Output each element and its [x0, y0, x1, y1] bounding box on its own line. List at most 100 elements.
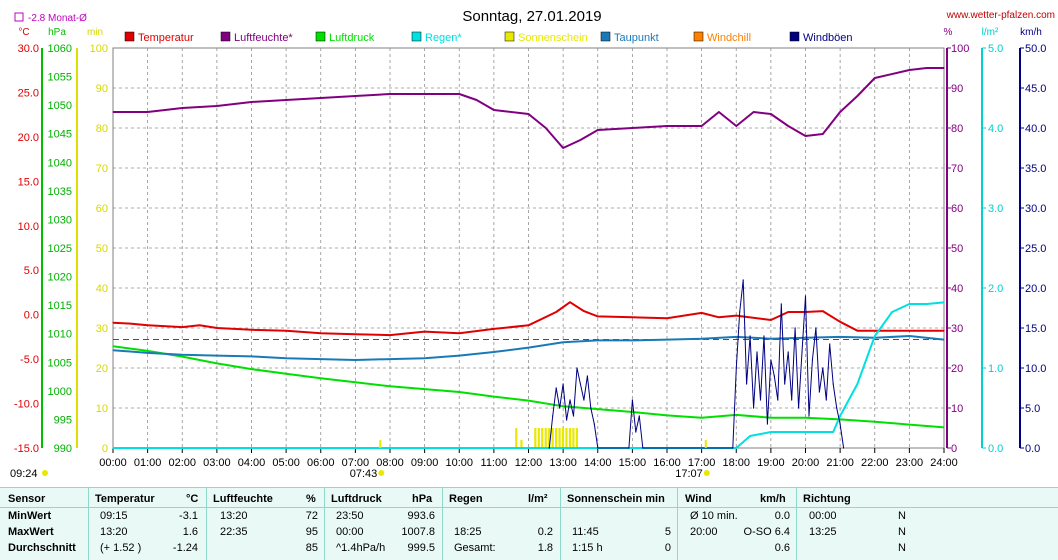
series-point — [735, 125, 737, 127]
stats-cell-wind-val: 0.0 — [774, 510, 790, 522]
x-tick: 24:00 — [930, 457, 958, 469]
stats-cell-label: MaxWert — [8, 526, 54, 538]
legend-label: Sonnenschein — [518, 32, 588, 44]
x-tick: 21:00 — [826, 457, 854, 469]
stats-cell-hum-val: 85 — [305, 542, 318, 554]
series-point — [129, 322, 131, 325]
month-avg-icon — [14, 12, 24, 22]
minutes-axis-tick: 60 — [96, 203, 108, 215]
series-point — [749, 335, 751, 337]
hdr-direction: Richtung — [803, 493, 851, 505]
pressure-axis-tick: 1055 — [48, 72, 72, 84]
series-point — [527, 324, 530, 326]
series-point — [424, 93, 426, 95]
series-point — [666, 125, 668, 127]
wind-axis-tick: 35.0 — [1025, 163, 1046, 175]
series-point — [458, 332, 460, 334]
unit-minutes: min — [87, 27, 103, 38]
stats-cell-wind-time: Ø 10 min. — [690, 510, 738, 522]
legend-label: Luftfeuchte* — [234, 32, 293, 44]
series-point — [590, 407, 592, 409]
stats-cell-press-val: 999.5 — [407, 542, 435, 554]
series-point — [548, 447, 550, 449]
series-point — [583, 310, 585, 312]
minutes-axis-tick: 40 — [96, 283, 108, 295]
humidity-axis-tick: 40 — [951, 283, 963, 295]
humidity-axis-tick: 50 — [951, 243, 963, 255]
series-point — [839, 321, 841, 323]
stats-cell-sun-time: 1:15 h — [572, 542, 603, 554]
series-point — [943, 330, 945, 332]
series-point — [908, 69, 910, 71]
temp-axis-tick: -10.0 — [14, 399, 39, 411]
x-tick: 22:00 — [861, 457, 889, 469]
x-tick: 04:00 — [238, 457, 266, 469]
humidity-axis-tick: 60 — [951, 203, 963, 215]
pressure-axis-tick: 1050 — [48, 100, 72, 112]
series-point — [701, 312, 703, 314]
series-point — [555, 387, 557, 389]
x-tick: 03:00 — [203, 457, 231, 469]
series-point — [811, 359, 814, 361]
series-point — [493, 351, 495, 353]
series-point — [943, 301, 945, 303]
legend-label: Windböen — [803, 32, 853, 44]
series-point — [943, 338, 945, 341]
series-point — [829, 343, 831, 345]
x-tick: 00:00 — [99, 457, 127, 469]
series-point — [908, 423, 910, 426]
series-point — [320, 97, 322, 99]
minutes-axis-tick: 90 — [96, 83, 108, 95]
website-link[interactable]: www.wetter-pfalzen.com — [946, 10, 1055, 21]
series-point — [735, 314, 737, 317]
series-point — [770, 431, 772, 433]
series-point — [842, 447, 845, 449]
x-tick: 23:00 — [896, 457, 924, 469]
series-point — [631, 411, 633, 413]
series-point — [839, 111, 841, 113]
series-point — [250, 329, 253, 331]
series-point — [631, 127, 633, 129]
series-point — [756, 351, 758, 353]
series-point — [642, 447, 644, 449]
stats-cell-wind-val: 0.6 — [774, 542, 790, 554]
series-point — [908, 335, 910, 337]
x-tick: 01:00 — [134, 457, 162, 469]
x-tick: 08:00 — [376, 457, 404, 469]
rain-axis-tick: 0.0 — [988, 443, 1003, 455]
x-tick: 06:00 — [307, 457, 335, 469]
stats-cell-sun-val: 0 — [664, 542, 671, 554]
series-point — [839, 415, 841, 417]
series-point — [147, 111, 149, 113]
legend-label: Windchill — [707, 32, 751, 44]
x-tick: 13:00 — [549, 457, 577, 469]
series-point — [780, 303, 782, 305]
rain-axis-tick: 3.0 — [988, 203, 1003, 215]
series-point — [216, 327, 218, 329]
series-point — [112, 447, 114, 449]
series-point — [147, 352, 149, 354]
stats-cell-sun-val: 5 — [664, 526, 671, 538]
series-point — [701, 338, 703, 340]
series-point — [285, 357, 287, 359]
stats-table: Sensor Temperatur °C Luftfeuchte % Luftd… — [0, 487, 1058, 560]
series-point — [908, 303, 910, 305]
sunshine-bar — [515, 428, 518, 448]
series-point — [801, 351, 803, 353]
x-tick: 16:00 — [653, 457, 681, 469]
series-point — [320, 377, 322, 379]
series-point — [804, 431, 807, 433]
series-point — [874, 77, 876, 79]
pressure-axis-tick: 1035 — [48, 186, 72, 198]
wind-axis-tick: 45.0 — [1025, 83, 1046, 95]
series-point — [181, 354, 183, 356]
minutes-axis-tick: 80 — [96, 123, 108, 135]
series-point — [112, 349, 114, 351]
series-point — [926, 303, 928, 305]
minutes-axis-tick: 70 — [96, 163, 108, 175]
minutes-axis-tick: 10 — [96, 403, 108, 415]
series-point — [825, 399, 827, 401]
series-point — [250, 368, 253, 370]
series-point — [766, 423, 769, 425]
series-point — [354, 333, 356, 335]
